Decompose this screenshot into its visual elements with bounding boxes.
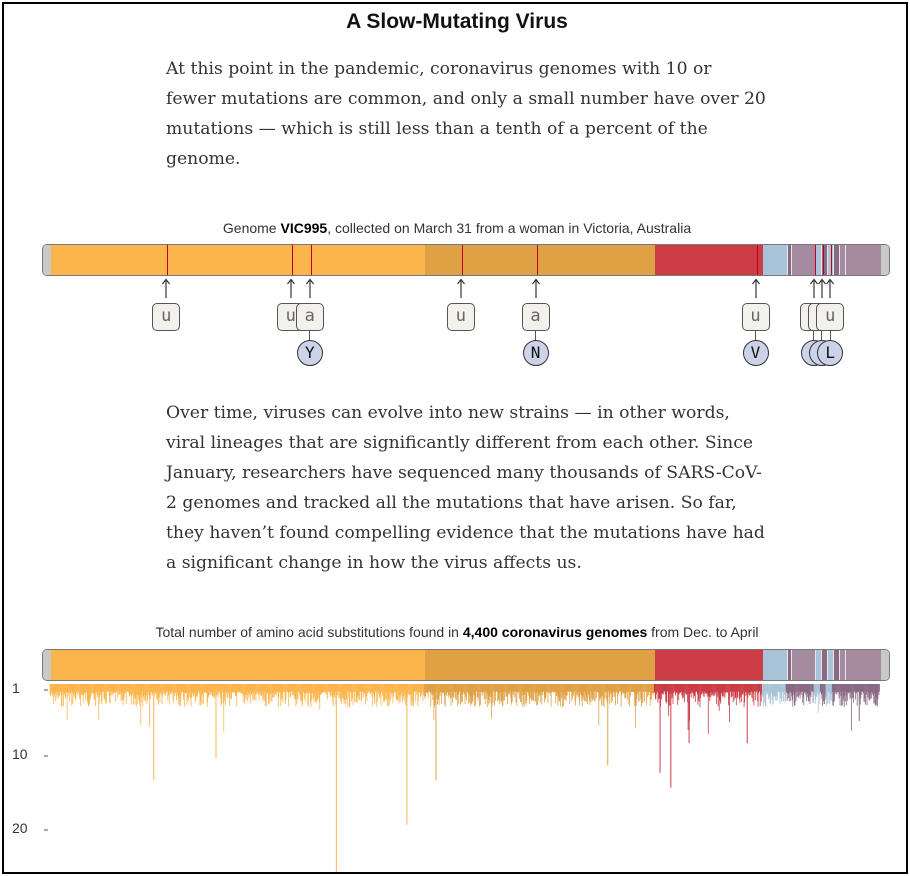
genome-caption: Genome VIC995, collected on March 31 fro… — [4, 220, 906, 236]
genome-separator — [839, 245, 840, 275]
totals-segment — [845, 650, 881, 680]
up-arrow-icon — [286, 278, 295, 298]
intro-paragraph: At this point in the pandemic, coronavir… — [166, 59, 766, 169]
genome-segment — [43, 245, 51, 275]
amino-acid-circle: N — [522, 340, 549, 366]
totals-segment — [43, 650, 51, 680]
genome-separator — [845, 245, 846, 275]
totals-separator — [833, 650, 834, 680]
y-tick-10: 10 — [12, 746, 28, 762]
amino-acid-connector — [755, 331, 756, 341]
base-box: u — [152, 303, 181, 331]
totals-separator — [791, 650, 792, 680]
totals-segment — [839, 650, 845, 680]
genome-segment — [655, 245, 763, 275]
up-arrow-icon — [162, 278, 171, 298]
genome-segment — [425, 245, 655, 275]
totals-segment — [827, 650, 833, 680]
genome-segment — [845, 245, 881, 275]
genome-caption-post: , collected on March 31 from a woman in … — [327, 220, 692, 236]
base-box: a — [521, 303, 550, 331]
amino-acid-circle: L — [817, 340, 844, 366]
genome-separator — [821, 245, 822, 275]
page-title: A Slow-Mutating Virus — [346, 10, 568, 33]
totals-segment — [821, 650, 827, 680]
genome-mutation-line — [536, 245, 538, 275]
totals-separator — [787, 650, 788, 680]
amino-acid-connector — [813, 331, 815, 341]
genome-separator — [791, 245, 792, 275]
base-box: a — [295, 303, 324, 331]
genome-caption-id: VIC995 — [280, 220, 328, 236]
up-arrow-icon — [826, 278, 835, 298]
totals-genome-track — [42, 649, 890, 681]
genome-mutation-line — [167, 245, 169, 275]
genome-separator — [827, 245, 828, 275]
amino-acid-connector — [535, 331, 537, 341]
genome-segment — [839, 245, 845, 275]
up-arrow-icon — [305, 278, 314, 298]
genome-segment — [821, 245, 827, 275]
genome-track — [42, 244, 890, 276]
up-arrow-icon — [531, 278, 540, 298]
totals-segment — [815, 650, 821, 680]
base-box: u — [816, 303, 845, 331]
up-arrow-icon — [456, 278, 465, 298]
amino-acid-connector — [309, 331, 311, 341]
y-tick-1: 1 — [12, 680, 20, 696]
amino-acid-circle: Y — [296, 340, 323, 366]
totals-caption-pre: Total number of amino acid substitutions… — [155, 624, 463, 640]
totals-segment — [787, 650, 791, 680]
genome-segment — [827, 245, 833, 275]
totals-separator — [839, 650, 840, 680]
up-arrow-icon — [809, 278, 818, 298]
up-arrow-icon — [751, 278, 760, 298]
genome-segment — [791, 245, 815, 275]
totals-caption: Total number of amino acid substitutions… — [4, 624, 906, 640]
genome-mutation-line — [461, 245, 463, 275]
totals-segment — [655, 650, 763, 680]
totals-segment — [763, 650, 787, 680]
genome-caption-pre: Genome — [222, 220, 281, 236]
genome-segment — [51, 245, 425, 275]
genome-mutation-line — [831, 245, 833, 275]
totals-caption-post: from Dec. to April — [647, 624, 759, 640]
genome-segment — [881, 245, 889, 275]
base-box: u — [446, 303, 475, 331]
genome-mutation-line — [814, 245, 816, 275]
amino-acid-circle: V — [742, 340, 769, 366]
totals-segment — [51, 650, 425, 680]
genome-mutations: uuaYuaNuVuSuSuL — [4, 276, 906, 376]
substitution-bars-chart — [44, 684, 880, 872]
amino-acid-connector — [821, 331, 823, 341]
genome-segment — [833, 245, 839, 275]
totals-separator — [845, 650, 846, 680]
genome-segment — [763, 245, 787, 275]
genome-segment — [815, 245, 821, 275]
totals-segment — [881, 650, 889, 680]
totals-segment — [833, 650, 839, 680]
up-arrow-icon — [817, 278, 826, 298]
genome-mutation-line — [291, 245, 293, 275]
base-box: u — [741, 303, 770, 331]
totals-separator — [821, 650, 822, 680]
totals-caption-bold: 4,400 coronavirus genomes — [462, 624, 648, 640]
amino-acid-connector — [829, 331, 831, 341]
genome-separator — [787, 245, 788, 275]
genome-mutation-line — [822, 245, 824, 275]
genome-separator — [833, 245, 834, 275]
totals-segment — [791, 650, 815, 680]
totals-separator — [827, 650, 828, 680]
y-tick-20: 20 — [12, 820, 28, 836]
totals-segment — [425, 650, 655, 680]
genome-mutation-line — [756, 245, 758, 275]
genome-mutation-line — [310, 245, 312, 275]
genome-segment — [787, 245, 791, 275]
totals-separator — [815, 650, 816, 680]
strains-paragraph: Over time, viruses can evolve into new s… — [166, 403, 765, 573]
